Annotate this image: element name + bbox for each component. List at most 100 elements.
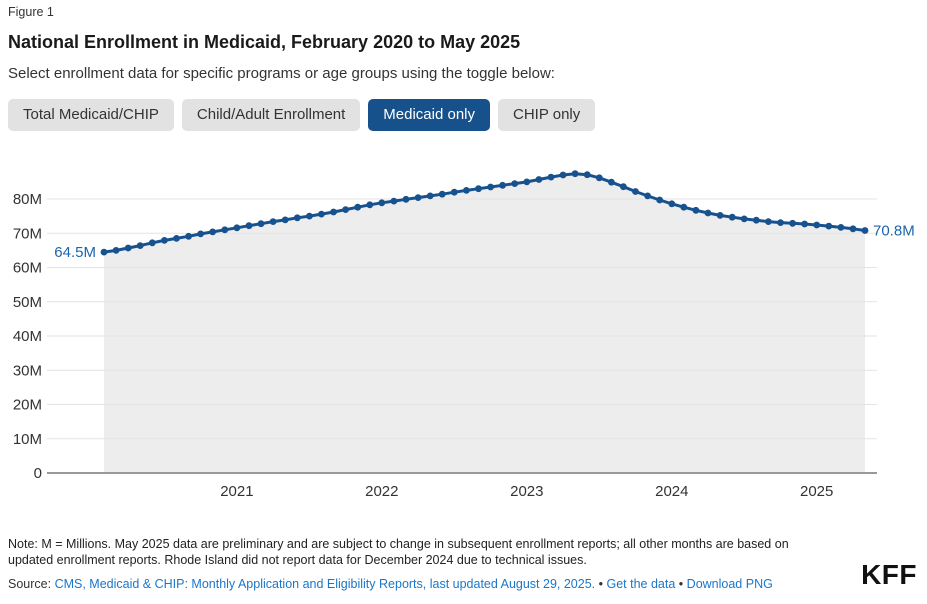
data-point[interactable]: [438, 190, 446, 198]
y-axis-label: 50M: [13, 294, 42, 311]
data-point[interactable]: [716, 212, 724, 219]
data-point[interactable]: [173, 235, 180, 242]
data-point[interactable]: [185, 232, 193, 240]
data-point[interactable]: [801, 220, 808, 228]
figure-label: Figure 1: [8, 5, 54, 19]
data-point[interactable]: [680, 203, 688, 211]
toggle-total-medicaid-chip[interactable]: Total Medicaid/CHIP: [8, 99, 174, 131]
data-point[interactable]: [197, 230, 205, 238]
x-axis-label: 2024: [655, 483, 688, 500]
page-title: National Enrollment in Medicaid, Februar…: [8, 32, 521, 52]
data-point[interactable]: [535, 176, 543, 183]
data-point[interactable]: [112, 247, 120, 254]
data-point[interactable]: [245, 222, 253, 230]
data-point[interactable]: [765, 218, 772, 225]
toggle-medicaid-only[interactable]: Medicaid only: [368, 99, 491, 131]
data-point[interactable]: [861, 227, 869, 234]
data-point[interactable]: [233, 224, 241, 232]
enrollment-chart: 0 10M 20M 30M 40M 50M 60M 70M 80M 2021 2022 2023 202…: [13, 170, 915, 500]
data-point[interactable]: [475, 185, 482, 193]
data-point[interactable]: [402, 195, 410, 203]
data-point[interactable]: [837, 224, 845, 231]
x-axis-label: 2025: [800, 483, 833, 500]
data-point[interactable]: [849, 225, 857, 233]
last-value-label: 70.8M: [873, 223, 915, 240]
toggle-child-adult-enrollment[interactable]: Child/Adult Enrollment: [181, 99, 361, 131]
data-point[interactable]: [632, 188, 639, 195]
data-point[interactable]: [378, 199, 386, 207]
source-prefix: Source:: [8, 576, 55, 591]
data-point[interactable]: [608, 178, 615, 186]
enrollment-area: [104, 173, 865, 473]
data-point[interactable]: [813, 221, 821, 229]
x-axis-label: 2022: [365, 483, 398, 500]
data-point[interactable]: [161, 237, 168, 244]
data-point[interactable]: [306, 212, 313, 220]
data-point[interactable]: [740, 215, 748, 223]
data-point[interactable]: [595, 174, 603, 182]
data-point[interactable]: [704, 209, 712, 217]
data-point[interactable]: [499, 181, 506, 189]
get-the-data-link[interactable]: Get the data: [606, 576, 676, 591]
data-point[interactable]: [293, 214, 301, 222]
download-png-link[interactable]: Download PNG: [686, 576, 773, 591]
y-axis-label: 60M: [13, 260, 42, 277]
data-point[interactable]: [752, 216, 760, 224]
x-axis-label: 2021: [220, 483, 253, 500]
kff-logo: KFF: [861, 559, 917, 590]
data-point[interactable]: [523, 178, 531, 186]
data-point[interactable]: [342, 206, 349, 213]
data-point[interactable]: [511, 180, 519, 187]
y-axis-label: 80M: [13, 191, 42, 208]
data-point[interactable]: [728, 213, 736, 221]
data-point[interactable]: [450, 188, 458, 196]
data-point[interactable]: [390, 197, 398, 205]
footnote: Note: M = Millions. May 2025 data are pr…: [8, 537, 789, 567]
first-value-label: 64.5M: [54, 244, 96, 261]
data-point[interactable]: [330, 208, 337, 216]
x-axis-label: 2023: [510, 483, 543, 500]
data-point[interactable]: [644, 192, 651, 200]
data-point[interactable]: [414, 194, 422, 201]
data-point[interactable]: [620, 183, 627, 191]
data-point[interactable]: [136, 242, 144, 249]
bullet-separator: •: [678, 576, 684, 591]
toggle-group: Total Medicaid/CHIP Child/Adult Enrollme…: [8, 99, 919, 131]
data-point[interactable]: [583, 171, 591, 179]
data-point[interactable]: [366, 201, 374, 209]
toggle-chip-only[interactable]: CHIP only: [498, 99, 596, 131]
data-point[interactable]: [777, 219, 784, 226]
data-point[interactable]: [269, 218, 277, 225]
data-point[interactable]: [209, 228, 217, 236]
data-point[interactable]: [547, 173, 555, 181]
y-axis-label: 10M: [13, 431, 42, 448]
data-point[interactable]: [825, 222, 833, 230]
data-point[interactable]: [318, 210, 325, 218]
source-line: Source: CMS, Medicaid & CHIP: Monthly Ap…: [8, 577, 919, 591]
data-point[interactable]: [789, 219, 796, 227]
data-point[interactable]: [487, 183, 494, 191]
data-point[interactable]: [463, 187, 470, 194]
data-point[interactable]: [354, 203, 362, 211]
data-point[interactable]: [221, 226, 229, 234]
data-point[interactable]: [426, 192, 434, 200]
y-axis-label: 40M: [13, 328, 42, 345]
y-axis-label: 70M: [13, 225, 42, 242]
data-point[interactable]: [571, 170, 579, 178]
data-point[interactable]: [148, 239, 156, 247]
data-point[interactable]: [100, 248, 108, 256]
data-point[interactable]: [281, 216, 289, 224]
data-point[interactable]: [257, 220, 265, 228]
data-point[interactable]: [668, 200, 676, 208]
y-axis-label: 20M: [13, 397, 42, 414]
chart-subtitle: Select enrollment data for specific prog…: [8, 65, 555, 82]
y-axis-label: 30M: [13, 362, 42, 379]
data-point[interactable]: [656, 196, 664, 204]
y-axis-label: 0: [34, 465, 42, 482]
data-point[interactable]: [124, 244, 132, 252]
data-point[interactable]: [692, 206, 700, 214]
source-link[interactable]: CMS, Medicaid & CHIP: Monthly Applicatio…: [54, 576, 596, 591]
data-point[interactable]: [559, 171, 567, 179]
bullet-separator: •: [598, 576, 604, 591]
